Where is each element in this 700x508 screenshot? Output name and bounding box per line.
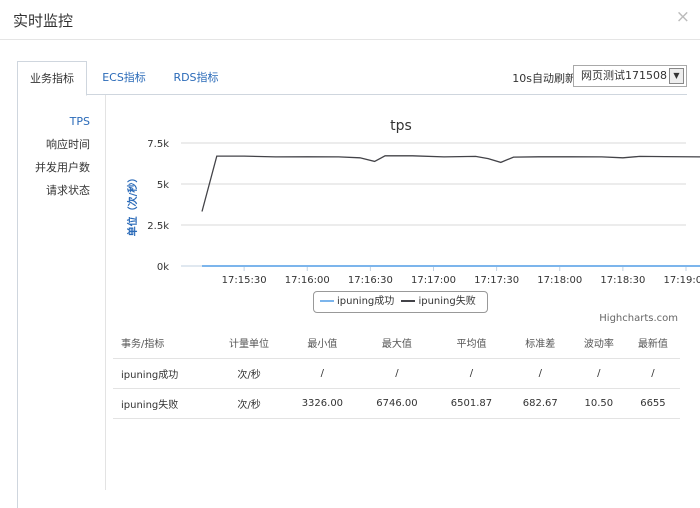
legend-label-failure: ipuning失败 xyxy=(418,296,476,307)
col-volatility: 波动率 xyxy=(571,328,626,359)
y-tick-label: 0k xyxy=(157,262,169,273)
sidebar-item-response-time[interactable]: 响应时间 xyxy=(46,138,90,151)
table-row: ipuning失败 次/秒 3326.00 6746.00 6501.87 68… xyxy=(113,388,680,419)
x-tick-label: 17:16:00 xyxy=(285,275,330,286)
tab-ecs-metrics[interactable]: ECS指标 xyxy=(102,71,146,84)
content-left-border xyxy=(17,95,18,508)
y-tick-label: 2.5k xyxy=(147,221,169,232)
col-max: 最大值 xyxy=(359,328,435,359)
series-line-failure xyxy=(201,155,700,212)
tab-rds-metrics[interactable]: RDS指标 xyxy=(173,71,219,84)
legend-item-failure[interactable]: ipuning失败 xyxy=(401,292,476,312)
tab-business-metrics[interactable]: 业务指标 xyxy=(17,61,87,96)
cell-min: 3326.00 xyxy=(285,388,360,419)
sidebar-divider xyxy=(105,95,106,490)
y-tick-label: 5k xyxy=(157,180,169,191)
table-header-row: 事务/指标 计量单位 最小值 最大值 平均值 标准差 波动率 最新值 xyxy=(113,328,680,359)
cell-unit: 次/秒 xyxy=(213,358,286,389)
cell-transaction: ipuning失败 xyxy=(113,388,213,419)
auto-refresh-label: 10s自动刷新 xyxy=(512,72,576,85)
tps-chart-svg: tps 0k 2.5k 5k 7.5k 17:15:30 17:16:00 17:16:30… xyxy=(126,118,700,286)
col-min: 最小值 xyxy=(285,328,360,359)
x-tick-label: 17:16:30 xyxy=(348,275,393,286)
grid-layer: 0k 2.5k 5k 7.5k 17:15:30 17:16:00 17:16:30 17:1… xyxy=(147,139,700,286)
series-layer xyxy=(201,155,700,267)
cell-stddev: / xyxy=(508,358,572,389)
col-unit: 计量单位 xyxy=(213,328,286,359)
cell-transaction: ipuning成功 xyxy=(113,358,213,389)
cell-max: / xyxy=(359,358,435,389)
x-tick-label: 17:17:00 xyxy=(411,275,456,286)
y-axis-title: 单位（次/秒） xyxy=(126,173,139,237)
chart-credits[interactable]: Highcharts.com xyxy=(599,313,678,324)
col-latest: 最新值 xyxy=(625,328,680,359)
cell-latest: / xyxy=(625,358,680,389)
chevron-down-icon[interactable]: ▼ xyxy=(669,68,684,84)
legend-swatch-success xyxy=(320,300,334,302)
cell-latest: 6655 xyxy=(625,388,680,419)
y-tick-label: 7.5k xyxy=(147,139,169,150)
cell-avg: / xyxy=(434,358,509,389)
sidebar-item-tps[interactable]: TPS xyxy=(69,115,90,128)
x-tick-label: 17:17:30 xyxy=(474,275,519,286)
metric-sidebar: TPS 响应时间 并发用户数 请求状态 xyxy=(18,110,90,202)
x-tick-label: 17:18:00 xyxy=(537,275,582,286)
environment-select[interactable]: 网页测试171508 ▼ xyxy=(573,65,687,87)
legend-item-success[interactable]: ipuning成功 xyxy=(320,292,394,312)
tps-chart: tps 0k 2.5k 5k 7.5k 17:15:30 17:16:00 17:16:30… xyxy=(106,108,700,328)
x-tick-label: 17:15:30 xyxy=(222,275,267,286)
col-transaction: 事务/指标 xyxy=(113,328,213,359)
col-avg: 平均值 xyxy=(434,328,509,359)
x-tick-label: 17:19:00 xyxy=(664,275,700,286)
environment-select-value: 网页测试171508 xyxy=(581,69,667,82)
chart-legend: ipuning成功 ipuning失败 xyxy=(313,291,488,313)
cell-avg: 6501.87 xyxy=(434,388,509,419)
legend-label-success: ipuning成功 xyxy=(337,296,395,307)
cell-volatility: 10.50 xyxy=(571,388,626,419)
col-stddev: 标准差 xyxy=(508,328,572,359)
modal-title: 实时监控 xyxy=(13,12,74,30)
cell-min: / xyxy=(285,358,360,389)
chart-title: tps xyxy=(390,118,412,134)
cell-stddev: 682.67 xyxy=(508,388,572,419)
cell-unit: 次/秒 xyxy=(213,388,286,419)
cell-max: 6746.00 xyxy=(359,388,435,419)
table-row: ipuning成功 次/秒 / / / / / / xyxy=(113,358,680,389)
x-tick-label: 17:18:30 xyxy=(600,275,645,286)
sidebar-item-request-status[interactable]: 请求状态 xyxy=(46,184,90,197)
legend-swatch-failure xyxy=(401,300,416,302)
close-icon[interactable]: × xyxy=(675,7,690,27)
sidebar-item-concurrent-users[interactable]: 并发用户数 xyxy=(35,161,90,174)
cell-volatility: / xyxy=(571,358,626,389)
modal-header: 实时监控 × xyxy=(0,0,700,40)
stats-table: 事务/指标 计量单位 最小值 最大值 平均值 标准差 波动率 最新值 ipuni… xyxy=(113,328,680,419)
tab-bar: 业务指标 ECS指标 RDS指标 xyxy=(17,61,687,96)
